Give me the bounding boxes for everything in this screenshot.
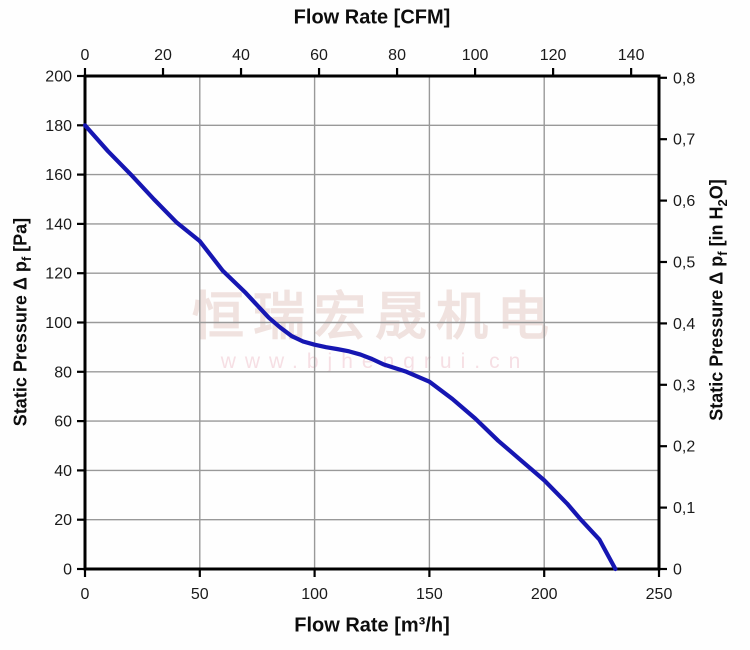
bottom-axis-tick-label: 100 [301,586,328,603]
right-axis-tick-label: 0,8 [673,70,695,87]
left-axis-tick-label: 200 [45,69,72,86]
right-axis-title-part-4: O] [706,179,727,200]
top-axis-tick-label: 60 [310,47,328,64]
left-axis-tick-label: 180 [45,118,72,135]
left-axis-tick-label: 140 [45,216,72,233]
right-axis-tick-label: 0,5 [673,254,695,271]
left-axis-tick-label: 40 [54,463,72,480]
left-axis-tick-label: 60 [54,414,72,431]
bottom-axis-tick-label: 0 [81,586,90,603]
top-axis-tick-label: 40 [232,47,250,64]
top-axis-tick-label: 20 [154,47,172,64]
right-axis-tick-label: 0,3 [673,377,695,394]
top-axis-tick-label: 140 [618,47,645,64]
left-axis-tick-label: 0 [63,562,72,579]
right-axis-tick-label: 0,6 [673,193,695,210]
left-axis-tick-label: 20 [54,512,72,529]
right-axis-title: Static Pressure Δ pf [in H2O] [706,179,731,421]
right-axis-title-part-0: Static Pressure Δ p [706,255,727,421]
left-axis-title-part-0: Static Pressure Δ p [10,261,31,427]
top-axis-tick-label: 0 [81,47,90,64]
right-axis-tick-label: 0,1 [673,500,695,517]
bottom-axis-tick-label: 150 [416,586,443,603]
left-axis-tick-label: 120 [45,266,72,283]
left-axis-tick-label: 100 [45,315,72,332]
static-pressure-curve [82,123,618,572]
right-axis-tick-label: 0,4 [673,316,695,333]
left-axis-tick-label: 160 [45,167,72,184]
bottom-axis-tick-label: 200 [531,586,558,603]
right-axis-tick-label: 0,2 [673,439,695,456]
right-axis-title-part-2: [in H [706,206,727,252]
left-axis-title-part-1: f [19,256,35,262]
bottom-axis-tick-label: 250 [646,586,673,603]
top-axis-tick-label: 100 [462,47,489,64]
left-axis-title-part-2: [Pa] [10,217,31,257]
left-axis-title: Static Pressure Δ pf [Pa] [10,217,35,427]
top-axis-tick-label: 120 [540,47,567,64]
bottom-axis-title: Flow Rate [m³/h] [294,614,450,637]
bottom-axis-tick-label: 50 [191,586,209,603]
top-axis-title: Flow Rate [CFM] [293,6,451,29]
right-axis-tick-label: 0 [673,562,682,579]
left-axis-tick-label: 80 [54,364,72,381]
right-axis-title-part-1: f [715,251,731,256]
top-axis-tick-label: 80 [388,47,406,64]
right-axis-tick-label: 0,7 [673,132,695,149]
right-axis-title-part-3: 2 [715,199,731,207]
